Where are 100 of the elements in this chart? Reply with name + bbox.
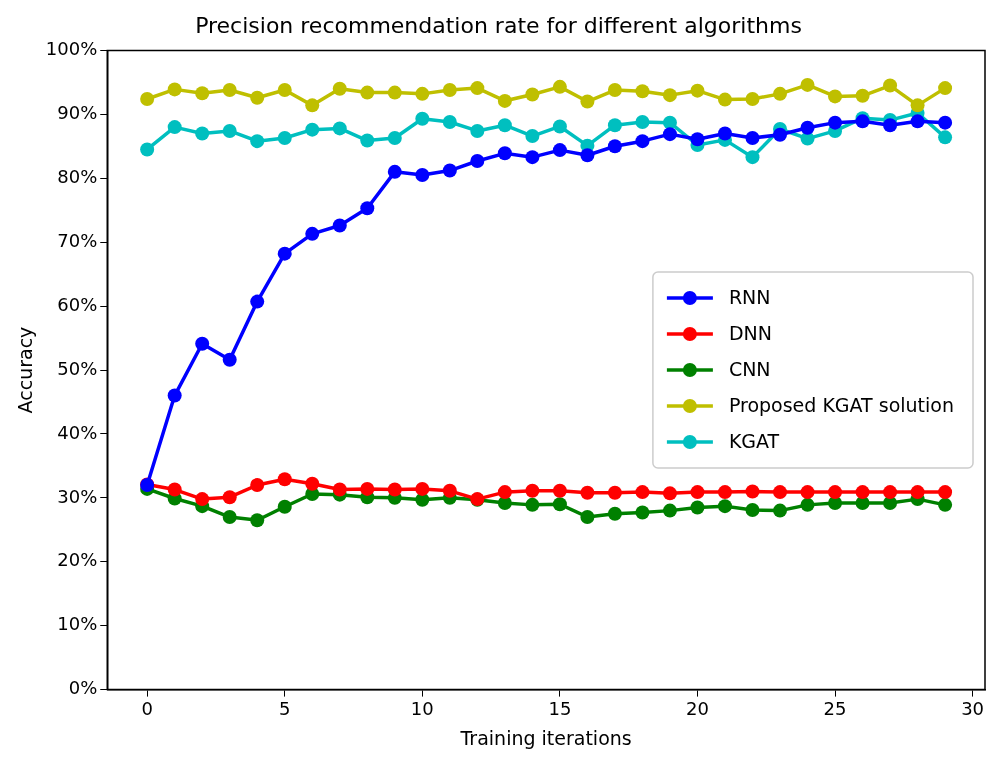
x-tick-label: 30 bbox=[961, 698, 985, 720]
y-tick-label: 10% bbox=[57, 613, 98, 635]
point bbox=[938, 130, 953, 145]
point bbox=[222, 352, 237, 367]
point bbox=[360, 85, 375, 100]
point bbox=[250, 294, 265, 309]
point bbox=[662, 486, 677, 501]
point bbox=[442, 163, 457, 178]
point bbox=[305, 226, 320, 241]
point bbox=[690, 132, 705, 147]
point bbox=[607, 485, 622, 500]
point bbox=[635, 84, 650, 99]
point bbox=[883, 485, 898, 500]
point bbox=[717, 92, 732, 107]
point bbox=[277, 246, 292, 261]
point bbox=[938, 497, 953, 512]
point bbox=[470, 81, 485, 96]
point bbox=[525, 129, 540, 144]
point bbox=[662, 88, 677, 103]
y-tick-label: 50% bbox=[57, 357, 98, 379]
point bbox=[552, 79, 567, 94]
point bbox=[250, 478, 265, 493]
point bbox=[222, 510, 237, 525]
point bbox=[717, 485, 732, 500]
point bbox=[277, 83, 292, 98]
point bbox=[883, 118, 898, 133]
point bbox=[360, 481, 375, 496]
y-tick-label: 20% bbox=[57, 549, 98, 571]
point bbox=[195, 126, 210, 141]
x-axis-title: Training iterations bbox=[459, 726, 632, 749]
point bbox=[552, 143, 567, 158]
point bbox=[470, 123, 485, 138]
point bbox=[580, 148, 595, 163]
point bbox=[387, 85, 402, 100]
point bbox=[635, 134, 650, 149]
point bbox=[167, 82, 182, 97]
point bbox=[442, 83, 457, 98]
point bbox=[855, 88, 870, 103]
point bbox=[607, 83, 622, 98]
legend-label: KGAT bbox=[728, 429, 780, 452]
point bbox=[305, 122, 320, 137]
point bbox=[690, 500, 705, 515]
chart-title: Precision recommendation rate for different algorithms bbox=[195, 12, 802, 38]
point bbox=[387, 164, 402, 179]
point bbox=[140, 142, 155, 157]
point bbox=[607, 506, 622, 521]
point bbox=[607, 139, 622, 154]
point bbox=[662, 127, 677, 142]
point bbox=[525, 483, 540, 498]
point bbox=[415, 111, 430, 126]
point bbox=[938, 115, 953, 130]
point bbox=[387, 130, 402, 145]
point bbox=[635, 505, 650, 520]
point bbox=[745, 484, 760, 499]
point bbox=[250, 90, 265, 105]
point bbox=[360, 201, 375, 216]
x-tick-label: 15 bbox=[548, 698, 572, 720]
point bbox=[332, 482, 347, 497]
legend-label: Proposed KGAT solution bbox=[728, 393, 954, 416]
point bbox=[745, 91, 760, 106]
y-tick-label: 30% bbox=[57, 485, 98, 507]
x-tick-label: 5 bbox=[279, 698, 291, 720]
point bbox=[745, 130, 760, 145]
point bbox=[910, 485, 925, 500]
point bbox=[222, 123, 237, 138]
y-tick-label: 90% bbox=[57, 101, 98, 123]
point bbox=[552, 497, 567, 512]
point bbox=[222, 83, 237, 98]
point bbox=[222, 490, 237, 505]
point bbox=[910, 98, 925, 113]
y-tick-label: 60% bbox=[57, 293, 98, 315]
point bbox=[552, 483, 567, 498]
y-axis-title: Accuracy bbox=[14, 326, 37, 414]
point bbox=[773, 86, 788, 101]
y-tick-label: 100% bbox=[45, 38, 98, 60]
y-tick-label: 0% bbox=[68, 677, 98, 699]
point bbox=[195, 336, 210, 351]
point bbox=[140, 91, 155, 106]
point bbox=[745, 150, 760, 165]
point bbox=[442, 483, 457, 498]
point bbox=[828, 89, 843, 104]
point bbox=[305, 98, 320, 113]
point bbox=[800, 120, 815, 135]
legend-label: RNN bbox=[728, 285, 771, 308]
point bbox=[195, 492, 210, 507]
point bbox=[938, 81, 953, 96]
point bbox=[415, 481, 430, 496]
point bbox=[415, 86, 430, 101]
point bbox=[855, 485, 870, 500]
x-tick-label: 20 bbox=[686, 698, 709, 720]
point bbox=[690, 83, 705, 98]
point bbox=[828, 485, 843, 500]
point bbox=[828, 115, 843, 130]
point bbox=[800, 485, 815, 500]
point bbox=[497, 118, 512, 133]
point bbox=[745, 502, 760, 517]
point bbox=[305, 476, 320, 491]
point bbox=[497, 146, 512, 161]
point bbox=[635, 114, 650, 129]
y-tick-label: 40% bbox=[57, 421, 98, 443]
